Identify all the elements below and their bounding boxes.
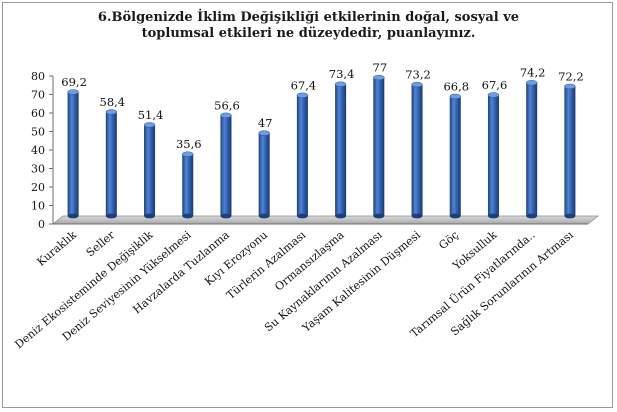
data-label: 73,2 — [405, 68, 431, 82]
chart-title-line-2: toplumsal etkileri ne düzeydedir, puanla… — [141, 26, 476, 41]
chart-title: 6.Bölgenizde İklim Değişikliği etkilerin… — [0, 10, 617, 42]
data-label: 56,6 — [214, 98, 240, 112]
bar-top — [258, 130, 270, 136]
data-label: 58,4 — [100, 95, 126, 109]
bar-top — [220, 112, 232, 118]
category-label: Seller — [84, 228, 118, 260]
data-label: 47 — [258, 116, 273, 130]
bar-top — [525, 80, 538, 86]
bar-base — [67, 213, 79, 219]
y-tick-label: 70 — [31, 89, 45, 102]
data-label: 66,8 — [443, 79, 469, 93]
bar — [182, 151, 194, 219]
bar — [449, 93, 461, 219]
bar-body — [296, 95, 308, 216]
data-label: 35,6 — [176, 137, 202, 151]
y-tick-label: 0 — [38, 218, 45, 231]
bar-body — [487, 94, 499, 216]
bar-body — [449, 96, 461, 216]
bar-base — [335, 213, 347, 219]
axis-layer: 0 10 20 30 40 50 60 70 80 — [31, 70, 600, 231]
y-tick-label: 80 — [31, 70, 45, 83]
bar-base — [411, 213, 423, 219]
data-label: 51,4 — [138, 108, 164, 122]
bar-layer — [67, 74, 576, 219]
bar-top — [449, 93, 461, 100]
chart-title-line-1: 6.Bölgenizde İklim Değişikliği etkilerin… — [97, 10, 520, 25]
bar — [373, 74, 385, 219]
bar — [564, 83, 576, 219]
y-tick-label: 60 — [31, 107, 45, 120]
bar-top — [373, 74, 385, 81]
bar-top — [105, 109, 118, 115]
bar-top — [487, 92, 500, 98]
bar-body — [335, 84, 347, 217]
data-label: 77 — [373, 61, 388, 75]
y-tick-label: 20 — [31, 181, 45, 194]
bar-body — [373, 77, 385, 216]
bar-body — [182, 154, 194, 216]
bar — [296, 92, 309, 219]
bar-base — [105, 213, 117, 219]
y-tick-label: 30 — [31, 163, 45, 176]
bar-body — [564, 86, 576, 217]
category-label: Kuraklık — [34, 228, 79, 269]
data-label: 67,4 — [291, 78, 317, 92]
bar-body — [411, 84, 423, 216]
bar-top — [182, 151, 194, 157]
bar-base — [182, 213, 194, 219]
bar-base — [258, 213, 270, 219]
bar-body — [67, 91, 79, 216]
bar-body — [526, 82, 538, 216]
bar-base — [487, 213, 499, 219]
bar — [105, 109, 118, 219]
data-label: 67,6 — [482, 78, 508, 92]
bar-body — [258, 133, 270, 216]
bar-base — [296, 213, 308, 219]
bar-top — [334, 81, 347, 87]
bar-body — [105, 111, 117, 216]
bar-base — [526, 213, 538, 219]
bar — [258, 130, 270, 219]
category-label: Deniz Ekosisteminde Değişiklik — [12, 228, 155, 351]
bar-top — [564, 83, 576, 90]
bar — [334, 81, 347, 219]
bar-base — [144, 213, 156, 219]
bar — [67, 89, 79, 219]
bar-base — [373, 213, 385, 219]
data-label: 69,2 — [61, 75, 87, 89]
bar — [487, 92, 500, 219]
bar — [220, 112, 232, 219]
category-label: Göç — [436, 228, 461, 252]
bar-top — [296, 92, 309, 98]
bar-top — [143, 122, 156, 128]
bar-body — [220, 115, 232, 216]
bar-base — [449, 213, 461, 219]
data-label: 73,4 — [329, 67, 355, 81]
y-tick-label: 40 — [31, 144, 45, 157]
bar — [525, 80, 538, 219]
bar-top — [411, 81, 423, 88]
y-tick-label: 50 — [31, 126, 45, 139]
bar-base — [220, 213, 232, 219]
bar — [143, 122, 156, 219]
bar — [411, 81, 423, 219]
chart-floor — [51, 215, 600, 225]
bar-top — [67, 89, 79, 95]
data-label: 72,2 — [558, 69, 584, 83]
bar-base — [564, 213, 576, 219]
y-tick-label: 10 — [31, 200, 45, 213]
data-label: 74,2 — [520, 66, 546, 80]
bar-body — [144, 124, 156, 216]
